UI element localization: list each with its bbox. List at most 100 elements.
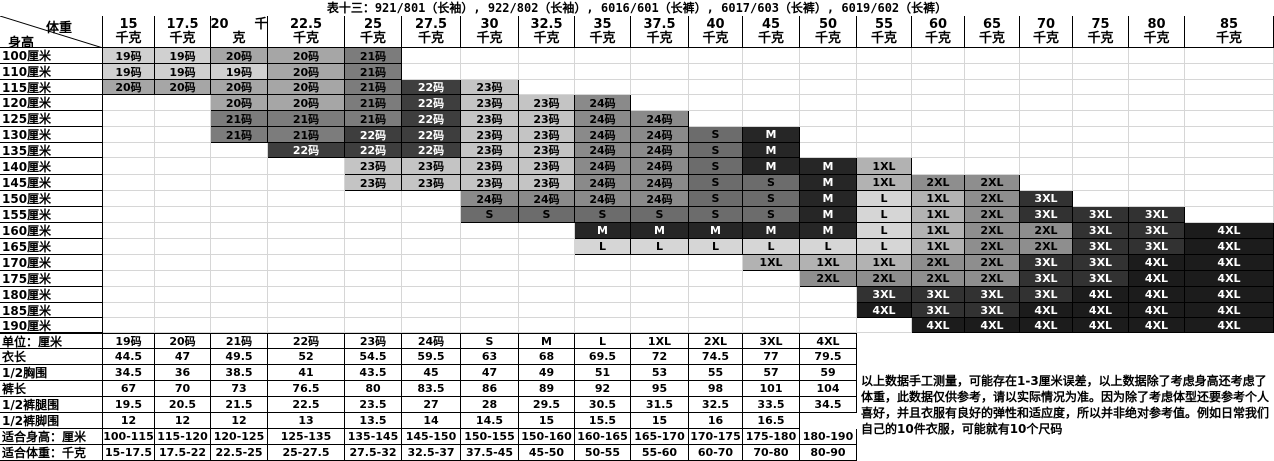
size-cell: 2XL — [1020, 239, 1073, 255]
grid-cell — [1129, 95, 1185, 111]
size-cell: 19码 — [155, 48, 211, 64]
grid-cell — [268, 287, 345, 303]
size-cell: 2XL — [1020, 223, 1073, 239]
grid-cell — [689, 95, 743, 111]
size-cell: L — [857, 207, 912, 223]
measurement-cell: 37.5-45 — [461, 445, 519, 461]
grid-cell — [800, 318, 857, 333]
size-cell: M — [743, 223, 800, 239]
grid-cell — [800, 48, 857, 64]
size-cell: 3XL — [965, 303, 1020, 318]
weight-header-text: 千克 — [1032, 30, 1059, 46]
weight-header-cell: 37.5 千克 — [631, 16, 689, 48]
grid-cell — [268, 207, 345, 223]
measurement-cell: 13.5 — [345, 413, 402, 429]
grid-cell — [1185, 48, 1274, 64]
grid-cell — [402, 207, 461, 223]
grid-cell — [800, 287, 857, 303]
weight-header-text: 55 — [874, 16, 894, 32]
weight-header-cell: 22.5 千克 — [268, 16, 345, 48]
grid-cell — [1185, 207, 1274, 223]
measurement-cell: 80 — [345, 381, 402, 397]
size-cell: S — [689, 158, 743, 175]
grid-cell — [912, 111, 965, 127]
measurement-cell: 21.5 — [211, 397, 268, 413]
size-cell: S — [743, 191, 800, 207]
height-row-label: 175厘米 — [0, 271, 103, 287]
grid-cell — [1129, 175, 1185, 191]
grid-cell — [1129, 48, 1185, 64]
grid-cell — [519, 287, 575, 303]
size-cell: M — [743, 143, 800, 158]
measurement-row-label: 适合体重：千克 — [0, 445, 103, 461]
measurement-cell: 15 — [519, 413, 575, 429]
size-cell: 4XL — [1185, 303, 1274, 318]
size-cell: 2XL — [965, 223, 1020, 239]
size-cell: 3XL — [1020, 271, 1073, 287]
weight-header-cell: 20 千克 — [211, 16, 268, 48]
grid-cell — [268, 303, 345, 318]
size-cell: 21码 — [345, 64, 402, 80]
grid-cell — [1020, 111, 1073, 127]
weight-header-cell: 75 千克 — [1073, 16, 1129, 48]
weight-header-text: 千克 — [589, 30, 616, 46]
grid-cell — [800, 111, 857, 127]
grid-cell — [631, 255, 689, 271]
size-cell: 2XL — [965, 239, 1020, 255]
measurement-cell: 4XL — [800, 333, 857, 349]
measurement-cell: 49.5 — [211, 349, 268, 365]
measurement-cell: 50-55 — [575, 445, 631, 461]
size-cell: 4XL — [912, 318, 965, 333]
size-cell: 20码 — [155, 80, 211, 95]
grid-cell — [1129, 127, 1185, 143]
size-cell: 22码 — [402, 111, 461, 127]
measurement-cell: 17.5-22 — [155, 445, 211, 461]
grid-cell — [155, 95, 211, 111]
grid-cell — [519, 239, 575, 255]
size-cell: 20码 — [268, 48, 345, 64]
grid-cell — [1185, 80, 1274, 95]
grid-cell — [689, 111, 743, 127]
size-cell: 1XL — [912, 207, 965, 223]
sheet-title: 表十三：921/801（长袖）, 922/802（长袖）, 6016/601（长… — [326, 1, 948, 15]
size-cell: 4XL — [1185, 255, 1274, 271]
grid-cell — [1020, 158, 1073, 175]
measurement-cell: 80-90 — [800, 445, 857, 461]
grid-cell — [631, 95, 689, 111]
height-row-label: 125厘米 — [0, 111, 103, 127]
grid-cell — [519, 271, 575, 287]
size-cell: M — [800, 191, 857, 207]
size-cell: 24码 — [519, 191, 575, 207]
measurement-cell: 76.5 — [268, 381, 345, 397]
measurement-cell: 3XL — [743, 333, 800, 349]
weight-header-cell: 40 千克 — [689, 16, 743, 48]
size-cell: 22码 — [402, 95, 461, 111]
measurement-cell: 33.5 — [743, 397, 800, 413]
size-cell: 2XL — [965, 175, 1020, 191]
grid-cell — [402, 48, 461, 64]
measurement-cell: 67 — [103, 381, 155, 397]
grid-cell — [743, 318, 800, 333]
measurement-cell: 52 — [268, 349, 345, 365]
grid-cell — [461, 287, 519, 303]
size-cell: 23码 — [519, 111, 575, 127]
weight-header-text: 千克 — [924, 30, 951, 46]
size-cell: 3XL — [1073, 207, 1129, 223]
weight-header-text: 75 — [1091, 16, 1110, 32]
grid-cell — [345, 303, 402, 318]
height-row-label: 180厘米 — [0, 287, 103, 303]
corner-diagonal-line — [0, 16, 102, 47]
height-row-label: 190厘米 — [0, 318, 103, 333]
measurement-cell: S — [461, 333, 519, 349]
grid-cell — [461, 223, 519, 239]
grid-cell — [155, 318, 211, 333]
measurement-cell: 13 — [268, 413, 345, 429]
weight-header-text: 37.5 — [643, 16, 676, 32]
grid-cell — [1020, 80, 1073, 95]
measurement-cell: 24码 — [402, 333, 461, 349]
grid-cell — [965, 48, 1020, 64]
grid-cell — [155, 111, 211, 127]
weight-header-cell: 45 千克 — [743, 16, 800, 48]
weight-header-text: 50 — [818, 16, 838, 32]
weight-header-text: 千克 — [646, 30, 673, 46]
